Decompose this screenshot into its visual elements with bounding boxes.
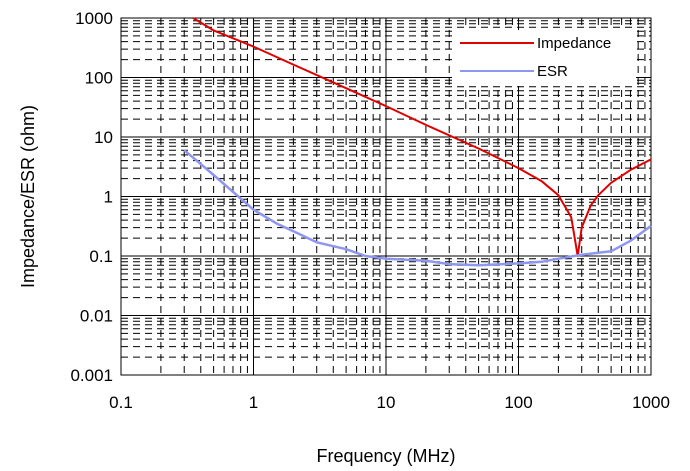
legend-label-esr: ESR — [537, 63, 568, 80]
y-tick-label: 0.1 — [89, 247, 113, 266]
x-tick-label: 1 — [249, 393, 258, 412]
legend: Impedance ESR — [452, 30, 636, 86]
y-tick-label: 0.001 — [70, 366, 113, 385]
series-line-esr — [183, 149, 652, 267]
legend-label-impedance: Impedance — [537, 35, 611, 52]
y-axis-label: Impedance/ESR (ohm) — [18, 105, 38, 288]
x-axis-label: Frequency (MHz) — [316, 446, 455, 466]
x-tick-label: 0.1 — [109, 393, 133, 412]
x-tick-label: 1000 — [632, 393, 670, 412]
legend-box — [452, 30, 636, 86]
y-tick-label: 1000 — [75, 9, 113, 28]
plot-frame — [120, 17, 652, 376]
y-tick-label: 0.01 — [80, 307, 113, 326]
series-line-impedance — [192, 17, 652, 257]
x-tick-label: 10 — [377, 393, 396, 412]
y-tick-label: 10 — [94, 128, 113, 147]
y-tick-label: 1 — [104, 188, 113, 207]
y-tick-label: 100 — [85, 69, 113, 88]
tick-labels: 0.1 1 10 100 1000 0.001 0.01 0.1 1 10 100 1000 — [70, 9, 669, 412]
series-layer — [183, 17, 652, 267]
x-tick-label: 100 — [504, 393, 532, 412]
